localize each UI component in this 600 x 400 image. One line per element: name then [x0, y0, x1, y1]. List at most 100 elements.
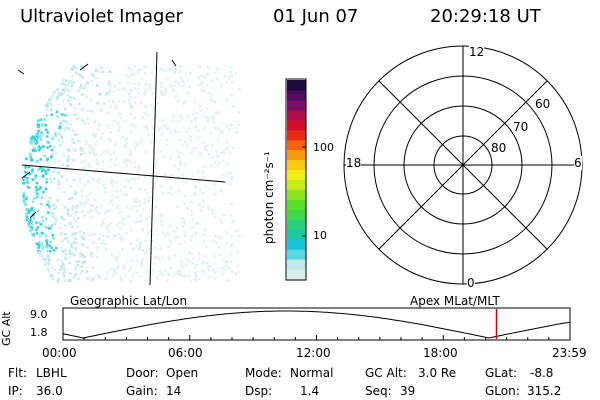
- emission-pixel: [80, 108, 84, 112]
- emission-pixel: [218, 161, 221, 165]
- emission-pixel: [174, 131, 177, 134]
- emission-pixel: [46, 146, 49, 149]
- emission-pixel: [75, 211, 78, 214]
- emission-pixel: [25, 215, 29, 218]
- emission-pixel: [127, 81, 130, 84]
- instrument-title: Ultraviolet Imager: [20, 6, 183, 27]
- emission-pixel: [46, 267, 50, 271]
- grid-tick: [29, 211, 37, 219]
- emission-pixel: [213, 192, 217, 196]
- emission-pixel: [80, 118, 84, 121]
- emission-pixel: [40, 138, 43, 141]
- emission-pixel: [119, 116, 122, 120]
- emission-pixel: [229, 252, 232, 255]
- emission-pixel: [63, 82, 66, 85]
- emission-pixel: [152, 186, 155, 190]
- filter-value: LBHL: [36, 366, 67, 380]
- emission-pixel: [110, 254, 113, 257]
- emission-pixel: [73, 241, 76, 244]
- colorbar-segment: [287, 209, 306, 220]
- emission-pixel: [128, 269, 131, 272]
- emission-pixel: [223, 75, 226, 78]
- emission-pixel: [56, 258, 60, 262]
- emission-pixel: [218, 128, 221, 131]
- emission-pixel: [200, 88, 204, 92]
- emission-pixel: [193, 101, 196, 104]
- emission-pixel: [56, 279, 60, 283]
- emission-pixel: [174, 80, 177, 83]
- emission-pixel: [93, 198, 96, 202]
- timeline-x-tick-2359: 23:59: [552, 346, 587, 360]
- emission-pixel: [52, 212, 55, 215]
- emission-pixel: [82, 231, 86, 235]
- emission-pixel: [225, 242, 229, 245]
- emission-pixel: [151, 134, 155, 137]
- emission-pixel: [148, 215, 152, 219]
- emission-pixel: [156, 114, 159, 117]
- emission-pixel: [94, 143, 97, 147]
- emission-pixel: [104, 277, 108, 281]
- emission-pixel: [94, 132, 97, 136]
- emission-pixel: [28, 173, 32, 176]
- emission-pixel: [116, 265, 120, 268]
- emission-pixel: [216, 78, 219, 81]
- emission-pixel: [183, 275, 187, 278]
- emission-pixel: [138, 200, 142, 204]
- emission-pixel: [129, 90, 133, 93]
- emission-pixel: [89, 152, 92, 155]
- emission-pixel: [66, 80, 70, 83]
- emission-pixel: [234, 72, 237, 75]
- emission-pixel: [67, 155, 70, 158]
- emission-pixel: [236, 250, 240, 253]
- emission-pixel: [230, 235, 234, 238]
- emission-pixel: [92, 153, 96, 156]
- emission-pixel: [40, 166, 43, 170]
- emission-pixel: [237, 123, 240, 127]
- emission-pixel: [74, 260, 78, 264]
- emission-pixel: [98, 211, 101, 215]
- colorbar-tick-label-100: 100: [313, 141, 334, 154]
- emission-pixel: [79, 86, 82, 90]
- emission-pixel: [55, 110, 59, 114]
- emission-pixel: [64, 237, 68, 240]
- emission-pixel: [172, 230, 176, 233]
- emission-pixel: [99, 109, 102, 113]
- emission-pixel: [235, 120, 238, 123]
- emission-pixel: [201, 114, 205, 117]
- dsp-value: 1.4: [300, 384, 320, 398]
- emission-pixel: [114, 158, 118, 161]
- emission-pixel: [179, 76, 183, 80]
- emission-pixel: [141, 257, 144, 261]
- emission-pixel: [183, 220, 186, 223]
- emission-pixel: [171, 119, 175, 122]
- emission-pixel: [118, 251, 122, 255]
- emission-pixel: [105, 227, 109, 230]
- emission-pixel: [104, 102, 107, 105]
- emission-pixel: [59, 144, 62, 147]
- emission-pixel: [173, 84, 176, 88]
- emission-pixel: [160, 67, 163, 70]
- emission-pixel: [122, 223, 125, 226]
- emission-pixel: [56, 199, 59, 202]
- emission-pixel: [199, 208, 203, 212]
- emission-pixel: [80, 202, 84, 205]
- emission-pixel: [146, 127, 149, 131]
- emission-pixel: [53, 132, 57, 135]
- emission-pixel: [181, 80, 185, 83]
- emission-pixel: [195, 112, 198, 115]
- emission-pixel: [160, 85, 163, 88]
- emission-pixel: [192, 257, 195, 261]
- emission-pixel: [203, 255, 207, 258]
- emission-pixel: [67, 240, 70, 244]
- emission-pixel: [231, 81, 234, 84]
- emission-pixel: [156, 276, 159, 279]
- emission-pixel: [156, 255, 159, 258]
- emission-pixel: [209, 131, 212, 135]
- emission-pixel: [68, 149, 71, 153]
- emission-pixel: [54, 152, 57, 155]
- emission-pixel: [168, 273, 171, 276]
- emission-pixel: [82, 119, 85, 123]
- emission-pixel: [80, 194, 84, 198]
- emission-pixel: [162, 191, 165, 195]
- emission-pixel: [71, 204, 75, 207]
